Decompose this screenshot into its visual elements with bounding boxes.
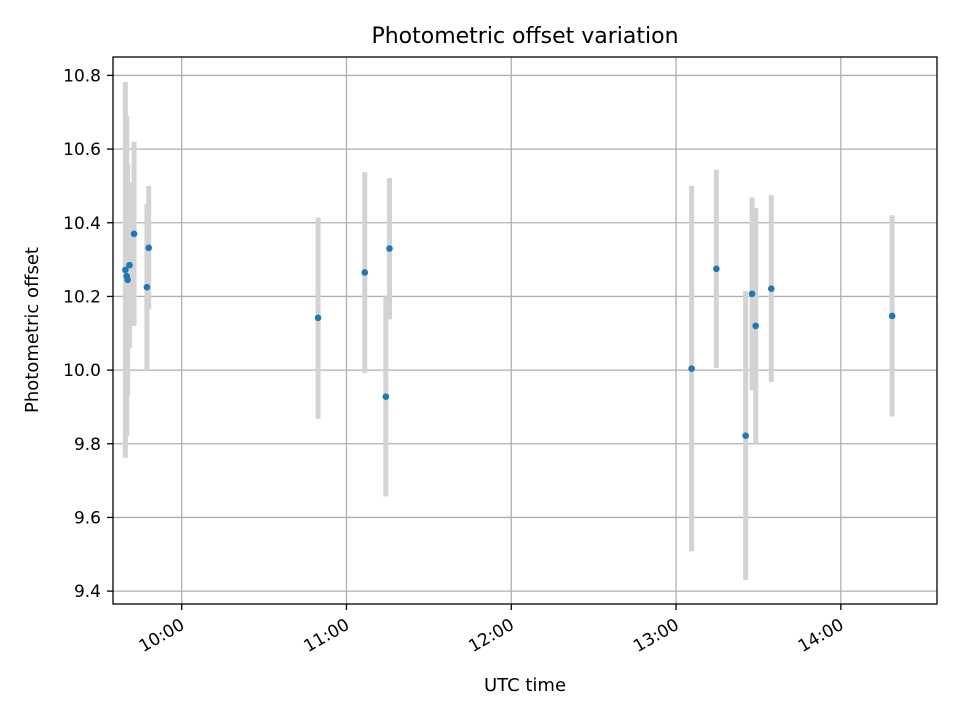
y-axis-label: Photometric offset	[22, 247, 43, 413]
data-point	[361, 269, 369, 276]
plot-frame	[112, 56, 938, 605]
data-points	[122, 230, 896, 439]
x-axis-label: UTC time	[484, 675, 566, 696]
data-point	[713, 265, 720, 273]
data-point	[752, 322, 760, 330]
data-point	[382, 393, 390, 400]
y-tick-label: 9.8	[74, 435, 101, 455]
grid	[113, 57, 937, 604]
data-point	[126, 261, 133, 269]
y-tick-label: 10.4	[63, 214, 101, 234]
y-tick-label: 10.2	[63, 287, 101, 307]
y-tick-label: 10.6	[63, 140, 101, 160]
data-point	[122, 266, 129, 274]
data-point	[124, 276, 131, 284]
y-tick-label: 10.0	[63, 361, 101, 381]
data-point	[888, 312, 896, 320]
y-tick-label: 10.8	[63, 66, 101, 86]
data-point	[688, 365, 695, 372]
y-tick-label: 9.4	[74, 582, 101, 602]
y-tick-label: 9.6	[74, 508, 101, 528]
data-point	[314, 314, 322, 322]
data-point	[145, 244, 153, 252]
data-point	[143, 283, 151, 291]
data-point	[748, 290, 756, 298]
data-point	[767, 285, 775, 292]
data-point	[742, 432, 749, 439]
data-point	[386, 245, 393, 252]
y-axis-ticks: 9.4 9.6 9.8 10.0 10.2 10.4 10.6 10.8	[63, 66, 113, 602]
data-point	[130, 230, 138, 238]
chart-title: Photometric offset variation	[371, 24, 678, 49]
